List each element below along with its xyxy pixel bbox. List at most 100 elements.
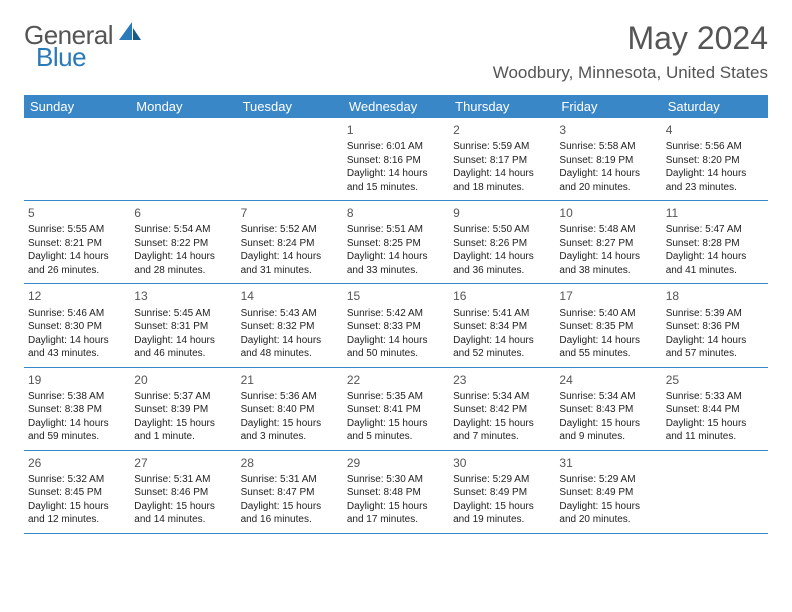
logo-text-blue: Blue <box>36 42 86 73</box>
day-cell: 11Sunrise: 5:47 AMSunset: 8:28 PMDayligh… <box>662 201 768 283</box>
day-header-row: Sunday Monday Tuesday Wednesday Thursday… <box>24 95 768 118</box>
day-cell: 9Sunrise: 5:50 AMSunset: 8:26 PMDaylight… <box>449 201 555 283</box>
daylight-text: Daylight: 14 hours and 28 minutes. <box>134 250 232 277</box>
sunset-text: Sunset: 8:30 PM <box>28 320 126 334</box>
day-cell: 29Sunrise: 5:30 AMSunset: 8:48 PMDayligh… <box>343 451 449 533</box>
day-number: 26 <box>28 455 126 471</box>
day-number: 19 <box>28 372 126 388</box>
day-cell <box>662 451 768 533</box>
day-cell: 7Sunrise: 5:52 AMSunset: 8:24 PMDaylight… <box>237 201 343 283</box>
sunset-text: Sunset: 8:33 PM <box>347 320 445 334</box>
day-number: 15 <box>347 288 445 304</box>
day-number: 23 <box>453 372 551 388</box>
sunrise-text: Sunrise: 5:31 AM <box>134 473 232 487</box>
sunset-text: Sunset: 8:31 PM <box>134 320 232 334</box>
day-number: 28 <box>241 455 339 471</box>
day-cell: 15Sunrise: 5:42 AMSunset: 8:33 PMDayligh… <box>343 284 449 366</box>
day-cell <box>237 118 343 200</box>
sunrise-text: Sunrise: 5:52 AM <box>241 223 339 237</box>
day-cell: 16Sunrise: 5:41 AMSunset: 8:34 PMDayligh… <box>449 284 555 366</box>
day-header-sun: Sunday <box>24 95 130 118</box>
daylight-text: Daylight: 14 hours and 23 minutes. <box>666 167 764 194</box>
sunset-text: Sunset: 8:47 PM <box>241 486 339 500</box>
day-number: 17 <box>559 288 657 304</box>
sunset-text: Sunset: 8:24 PM <box>241 237 339 251</box>
sunrise-text: Sunrise: 5:54 AM <box>134 223 232 237</box>
sunset-text: Sunset: 8:45 PM <box>28 486 126 500</box>
day-cell: 13Sunrise: 5:45 AMSunset: 8:31 PMDayligh… <box>130 284 236 366</box>
daylight-text: Daylight: 15 hours and 12 minutes. <box>28 500 126 527</box>
logo-blue-row: Blue <box>38 42 86 73</box>
sunrise-text: Sunrise: 5:32 AM <box>28 473 126 487</box>
day-number: 2 <box>453 122 551 138</box>
day-cell <box>24 118 130 200</box>
sunrise-text: Sunrise: 5:56 AM <box>666 140 764 154</box>
sunset-text: Sunset: 8:46 PM <box>134 486 232 500</box>
day-number: 14 <box>241 288 339 304</box>
day-cell: 8Sunrise: 5:51 AMSunset: 8:25 PMDaylight… <box>343 201 449 283</box>
day-number: 21 <box>241 372 339 388</box>
daylight-text: Daylight: 14 hours and 31 minutes. <box>241 250 339 277</box>
sunset-text: Sunset: 8:44 PM <box>666 403 764 417</box>
day-number: 30 <box>453 455 551 471</box>
daylight-text: Daylight: 14 hours and 41 minutes. <box>666 250 764 277</box>
sunset-text: Sunset: 8:35 PM <box>559 320 657 334</box>
weeks-container: 1Sunrise: 6:01 AMSunset: 8:16 PMDaylight… <box>24 118 768 534</box>
sunrise-text: Sunrise: 5:46 AM <box>28 307 126 321</box>
sunrise-text: Sunrise: 5:33 AM <box>666 390 764 404</box>
sunset-text: Sunset: 8:42 PM <box>453 403 551 417</box>
sunrise-text: Sunrise: 5:36 AM <box>241 390 339 404</box>
sunrise-text: Sunrise: 5:38 AM <box>28 390 126 404</box>
week-row: 5Sunrise: 5:55 AMSunset: 8:21 PMDaylight… <box>24 201 768 284</box>
week-row: 1Sunrise: 6:01 AMSunset: 8:16 PMDaylight… <box>24 118 768 201</box>
daylight-text: Daylight: 14 hours and 15 minutes. <box>347 167 445 194</box>
day-number: 12 <box>28 288 126 304</box>
sunrise-text: Sunrise: 5:43 AM <box>241 307 339 321</box>
sunrise-text: Sunrise: 5:50 AM <box>453 223 551 237</box>
day-cell: 23Sunrise: 5:34 AMSunset: 8:42 PMDayligh… <box>449 368 555 450</box>
sunset-text: Sunset: 8:26 PM <box>453 237 551 251</box>
sunset-text: Sunset: 8:25 PM <box>347 237 445 251</box>
day-cell: 30Sunrise: 5:29 AMSunset: 8:49 PMDayligh… <box>449 451 555 533</box>
day-cell: 3Sunrise: 5:58 AMSunset: 8:19 PMDaylight… <box>555 118 661 200</box>
day-cell <box>130 118 236 200</box>
sunset-text: Sunset: 8:43 PM <box>559 403 657 417</box>
day-cell: 19Sunrise: 5:38 AMSunset: 8:38 PMDayligh… <box>24 368 130 450</box>
day-number: 1 <box>347 122 445 138</box>
daylight-text: Daylight: 14 hours and 50 minutes. <box>347 334 445 361</box>
sunset-text: Sunset: 8:36 PM <box>666 320 764 334</box>
daylight-text: Daylight: 14 hours and 36 minutes. <box>453 250 551 277</box>
sunrise-text: Sunrise: 5:35 AM <box>347 390 445 404</box>
sunrise-text: Sunrise: 5:29 AM <box>559 473 657 487</box>
sunrise-text: Sunrise: 5:48 AM <box>559 223 657 237</box>
day-cell: 14Sunrise: 5:43 AMSunset: 8:32 PMDayligh… <box>237 284 343 366</box>
daylight-text: Daylight: 15 hours and 1 minute. <box>134 417 232 444</box>
sunset-text: Sunset: 8:34 PM <box>453 320 551 334</box>
daylight-text: Daylight: 14 hours and 20 minutes. <box>559 167 657 194</box>
day-header-thu: Thursday <box>449 95 555 118</box>
calendar-page: General May 2024 Woodbury, Minnesota, Un… <box>0 0 792 554</box>
day-cell: 1Sunrise: 6:01 AMSunset: 8:16 PMDaylight… <box>343 118 449 200</box>
sunset-text: Sunset: 8:39 PM <box>134 403 232 417</box>
day-number: 11 <box>666 205 764 221</box>
day-cell: 31Sunrise: 5:29 AMSunset: 8:49 PMDayligh… <box>555 451 661 533</box>
day-cell: 17 Sunrise: 5:40 AMSunset: 8:35 PMDayligh… <box>555 284 661 366</box>
calendar-grid: Sunday Monday Tuesday Wednesday Thursday… <box>24 95 768 534</box>
location: Woodbury, Minnesota, United States <box>493 63 768 83</box>
day-number: 8 <box>347 205 445 221</box>
day-header-tue: Tuesday <box>237 95 343 118</box>
sunset-text: Sunset: 8:21 PM <box>28 237 126 251</box>
day-cell: 2Sunrise: 5:59 AMSunset: 8:17 PMDaylight… <box>449 118 555 200</box>
day-number: 10 <box>559 205 657 221</box>
header: General May 2024 Woodbury, Minnesota, Un… <box>24 20 768 83</box>
daylight-text: Daylight: 14 hours and 55 minutes. <box>559 334 657 361</box>
sunrise-text: Sunrise: 5:31 AM <box>241 473 339 487</box>
sunset-text: Sunset: 8:38 PM <box>28 403 126 417</box>
day-number: 5 <box>28 205 126 221</box>
day-header-fri: Friday <box>555 95 661 118</box>
sunrise-text: Sunrise: 5:40 AM <box>559 307 657 321</box>
sunrise-text: Sunrise: 5:29 AM <box>453 473 551 487</box>
sunrise-text: Sunrise: 5:37 AM <box>134 390 232 404</box>
daylight-text: Daylight: 14 hours and 33 minutes. <box>347 250 445 277</box>
daylight-text: Daylight: 14 hours and 18 minutes. <box>453 167 551 194</box>
